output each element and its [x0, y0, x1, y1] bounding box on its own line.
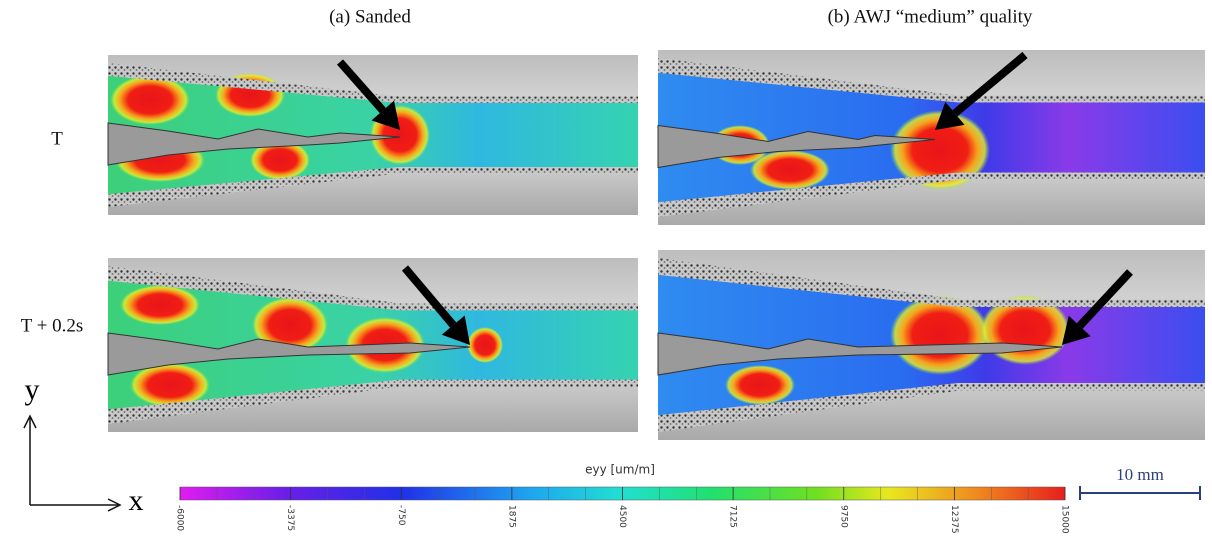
strain-hotspot [467, 327, 503, 363]
colorbar-title: eyy [um/m] [585, 463, 655, 477]
panels [108, 50, 1205, 440]
strain-hotspot [725, 365, 795, 405]
figure: (a) Sanded (b) AWJ “medium” quality T T … [0, 0, 1212, 542]
colorbar-tick-label: 4500 [617, 505, 627, 528]
colorbar-tick-label: -750 [396, 505, 406, 526]
strain-hotspot [120, 285, 200, 325]
row-label: T [51, 128, 63, 149]
column-title: (a) Sanded [329, 6, 411, 27]
column-title: (b) AWJ “medium” quality [828, 6, 1033, 27]
row-label: T + 0.2s [21, 315, 84, 336]
colorbar-tick-label: -3375 [285, 505, 295, 531]
colorbar-tick-label: -6000 [175, 505, 185, 531]
strain-hotspot [110, 75, 190, 125]
dic-image [658, 50, 1205, 225]
dic-image [108, 258, 638, 432]
x-axis-label: x [129, 484, 144, 517]
dic-image [658, 250, 1205, 440]
scale-bar-label: 10 mm [1116, 465, 1164, 484]
colorbar-tick-label: 9750 [838, 505, 848, 528]
colorbar-tick-label: 12375 [949, 505, 959, 534]
colorbar-tick-label: 15000 [1060, 505, 1070, 534]
dic-image [108, 55, 638, 215]
y-axis-label: y [25, 373, 40, 406]
colorbar-tick-label: 1875 [506, 505, 516, 528]
colorbar-tick-label: 7125 [728, 505, 738, 528]
